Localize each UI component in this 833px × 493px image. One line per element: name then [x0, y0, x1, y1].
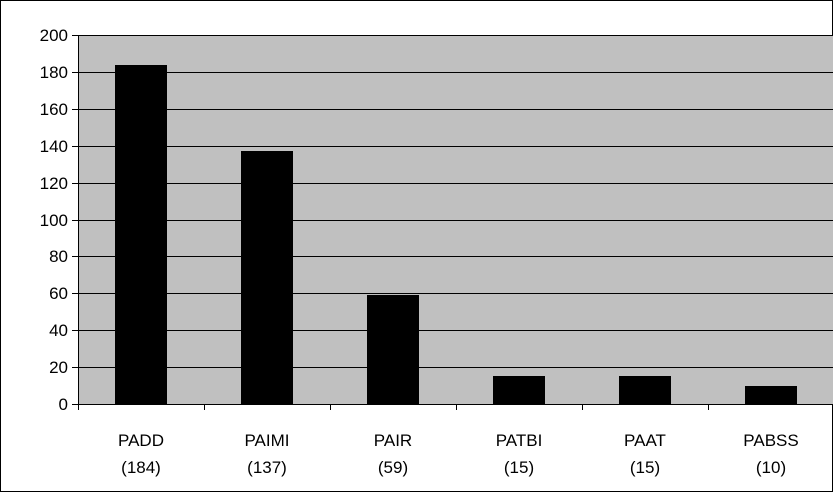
x-tick-label-name: PAAT [624, 431, 666, 450]
y-tick-labels: 0 20 40 60 80 100 120 140 160 180 200 [40, 26, 68, 414]
x-tick-labels: PADD (184) PAIMI (137) PAIR (59) PATBI (15) PAAT… [118, 431, 799, 477]
y-tick-label: 20 [49, 358, 68, 377]
bar-pabss [745, 386, 797, 404]
axes [72, 35, 833, 410]
x-tick-label-count: (184) [121, 458, 161, 477]
y-tick-label: 160 [40, 100, 68, 119]
y-tick-label: 140 [40, 137, 68, 156]
y-tick-label: 100 [40, 211, 68, 230]
x-tick-label-count: (137) [247, 458, 287, 477]
x-tick-label-count: (15) [630, 458, 660, 477]
y-tick-label: 200 [40, 26, 68, 45]
x-tick-label-name: PAIR [374, 431, 412, 450]
bar-paat [619, 376, 671, 404]
y-tick-label: 120 [40, 174, 68, 193]
x-tick-label-name: PATBI [496, 431, 543, 450]
bars [115, 65, 797, 404]
y-tick-label: 60 [49, 284, 68, 303]
x-tick-label-count: (15) [504, 458, 534, 477]
gridlines [78, 35, 833, 368]
x-tick-label-name: PABSS [743, 431, 798, 450]
x-tick-label-count: (59) [378, 458, 408, 477]
y-tick-label: 180 [40, 63, 68, 82]
x-tick-label-name: PAIMI [244, 431, 289, 450]
y-tick-label: 80 [49, 247, 68, 266]
x-tick-label-name: PADD [118, 431, 164, 450]
bar-pair [367, 295, 419, 404]
plot-area [78, 35, 833, 404]
y-tick-label: 0 [59, 395, 68, 414]
y-tick-label: 40 [49, 321, 68, 340]
x-tick-label-count: (10) [756, 458, 786, 477]
bar-paimi [241, 151, 293, 404]
bar-patbi [493, 376, 545, 404]
bar-padd [115, 65, 167, 404]
